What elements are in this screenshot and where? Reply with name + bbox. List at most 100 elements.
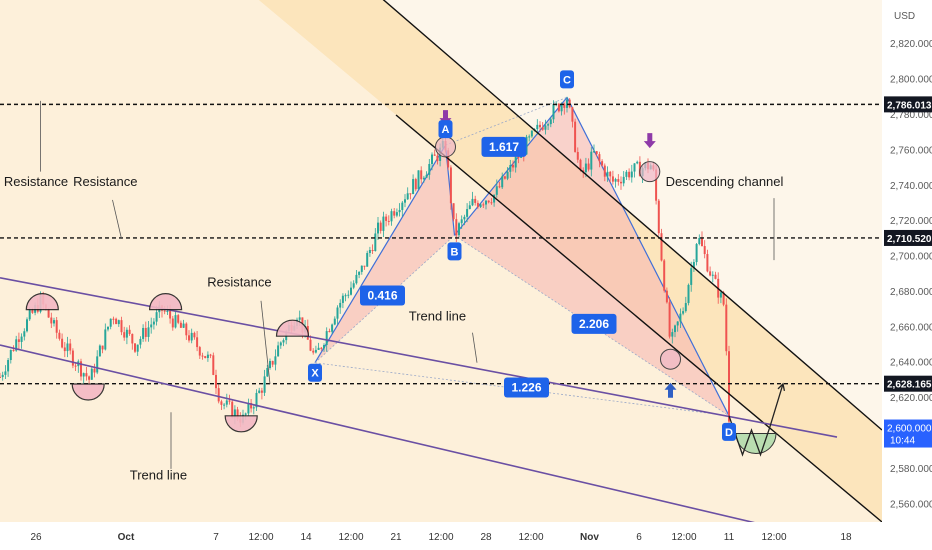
candle-body <box>252 407 255 409</box>
x-tick-label: 21 <box>390 532 402 543</box>
candle-body <box>85 373 88 377</box>
candle-body <box>460 219 463 224</box>
candle-body <box>96 356 99 373</box>
candle-body <box>517 156 520 158</box>
projection-arrowhead <box>777 382 786 391</box>
candle-body <box>657 200 660 234</box>
touch-arc <box>224 415 258 433</box>
candle-body <box>117 320 120 325</box>
projection-path <box>728 383 784 457</box>
price-level-label: 2,628.165 <box>887 380 932 391</box>
candle-body <box>468 205 471 210</box>
y-tick-label: 2,740.000 <box>890 181 932 192</box>
candle-body <box>169 310 172 319</box>
candle-body <box>182 323 185 328</box>
candle-body <box>528 136 531 138</box>
candle-body <box>428 163 431 175</box>
candle-body <box>212 355 215 375</box>
candle-body <box>530 130 533 137</box>
candle-body <box>671 332 674 337</box>
candle-body <box>514 156 517 168</box>
candle-body <box>655 169 658 201</box>
candle-body <box>260 390 263 393</box>
candle-body <box>31 310 34 313</box>
candle-body <box>312 350 315 353</box>
candle-body <box>668 302 671 337</box>
candle-body <box>603 165 606 177</box>
x-tick-label: 14 <box>300 532 312 543</box>
reaction-circle <box>660 348 681 370</box>
candle-body <box>709 271 712 276</box>
candle-body <box>128 329 131 334</box>
candle-body <box>725 304 728 352</box>
candle-body <box>436 155 439 161</box>
candle-body <box>387 220 390 222</box>
candle-body <box>579 159 582 171</box>
candle-body <box>61 338 64 348</box>
y-tick-label: 2,800.000 <box>890 75 932 86</box>
candle-body <box>244 413 247 415</box>
ratio-label: 2.206 <box>579 317 609 331</box>
annotation-text: Trend line <box>409 308 466 323</box>
candle-body <box>80 361 82 377</box>
candle-body <box>228 400 231 402</box>
price-axis-background <box>882 0 932 550</box>
lower-zone-fill <box>0 0 882 522</box>
candle-body <box>112 318 115 320</box>
candle-body <box>282 340 285 343</box>
current-price-label: 2,600.000 <box>887 424 932 435</box>
candle-body <box>147 327 150 337</box>
annotation-text: Trend line <box>130 468 187 483</box>
candle-body <box>134 343 136 352</box>
candle-body <box>63 347 66 352</box>
candle-body <box>171 318 174 328</box>
candle-body <box>449 167 452 204</box>
x-tick-label: 7 <box>213 532 219 543</box>
candle-body <box>215 374 217 389</box>
touch-arc <box>71 383 105 401</box>
candle-body <box>144 327 147 337</box>
candle-body <box>71 350 74 366</box>
candle-body <box>698 238 701 245</box>
candle-body <box>352 283 355 288</box>
candle-body <box>452 203 455 220</box>
candle-body <box>622 176 625 184</box>
candle-body <box>131 333 134 344</box>
candle-body <box>223 404 226 406</box>
price-level-badge <box>884 229 932 246</box>
candle-body <box>541 127 544 130</box>
candle-body <box>595 151 598 155</box>
candle-body <box>420 170 423 180</box>
candle-body <box>55 320 58 333</box>
candle-body <box>601 161 604 166</box>
candle-body <box>28 310 31 320</box>
x-tick-label: 6 <box>636 532 642 543</box>
labels-layer: X A B C D 0.416 1.617 2.206 1.226 Resistance Resis… <box>4 70 784 483</box>
candle-body <box>139 338 142 345</box>
candle-body <box>692 262 695 269</box>
candle-body <box>687 284 690 304</box>
candle-body <box>574 121 577 152</box>
x-tick-label: 12:00 <box>338 532 363 543</box>
candle-body <box>9 349 12 361</box>
candle-body <box>317 347 320 350</box>
candle-body <box>328 331 331 333</box>
candle-body <box>628 171 631 178</box>
candle-body <box>155 312 158 322</box>
candle-body <box>136 344 139 352</box>
candle-body <box>350 287 352 295</box>
candle-body <box>201 355 204 357</box>
candle-body <box>190 332 193 341</box>
annotation-text: Resistance <box>73 174 137 189</box>
candle-body <box>7 360 10 372</box>
current-price-countdown: 10:44 <box>890 436 915 447</box>
candle-body <box>633 163 636 172</box>
annotation-text: Resistance <box>207 275 271 290</box>
candle-body <box>422 177 425 180</box>
candle-body <box>104 329 107 350</box>
candle-body <box>325 331 328 346</box>
candle-body <box>74 365 77 367</box>
candle-body <box>90 368 93 380</box>
candle-body <box>458 223 460 236</box>
